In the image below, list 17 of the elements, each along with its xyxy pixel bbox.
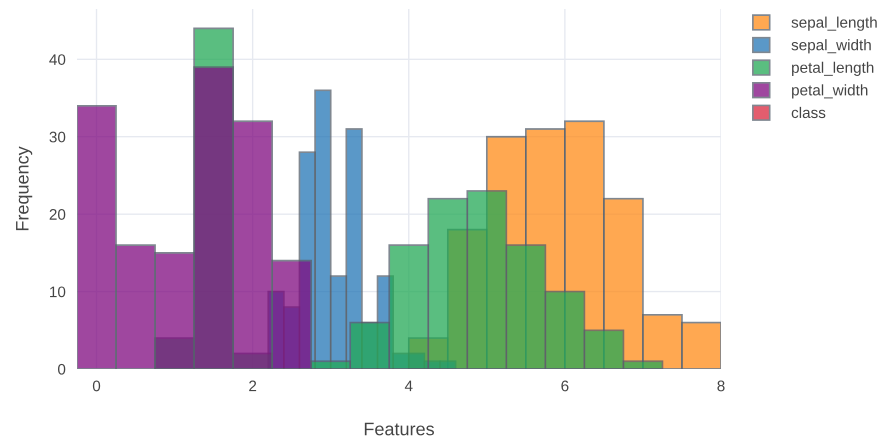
y-tick-label: 20 <box>50 209 66 220</box>
legend-label: class <box>792 106 826 118</box>
y-tick-label: 30 <box>49 132 66 142</box>
x-tick-label: 6 <box>561 380 568 392</box>
y-tick-label: 40 <box>49 54 66 66</box>
y-axis-title: Frequency <box>16 146 32 230</box>
x-axis-title: Features <box>364 422 434 436</box>
x-tick-label: 8 <box>717 380 725 392</box>
legend-label: petal_length <box>792 62 874 76</box>
y-tick-label: 0 <box>58 364 66 375</box>
y-tick-label: 10 <box>50 286 66 298</box>
legend-label: sepal_width <box>791 39 871 54</box>
x-tick-label: 4 <box>404 380 413 392</box>
legend-label: sepal_length <box>791 16 877 31</box>
legend-label: petal_width <box>792 84 868 99</box>
x-tick-label: 0 <box>92 380 100 392</box>
x-tick-label: 2 <box>249 380 256 392</box>
